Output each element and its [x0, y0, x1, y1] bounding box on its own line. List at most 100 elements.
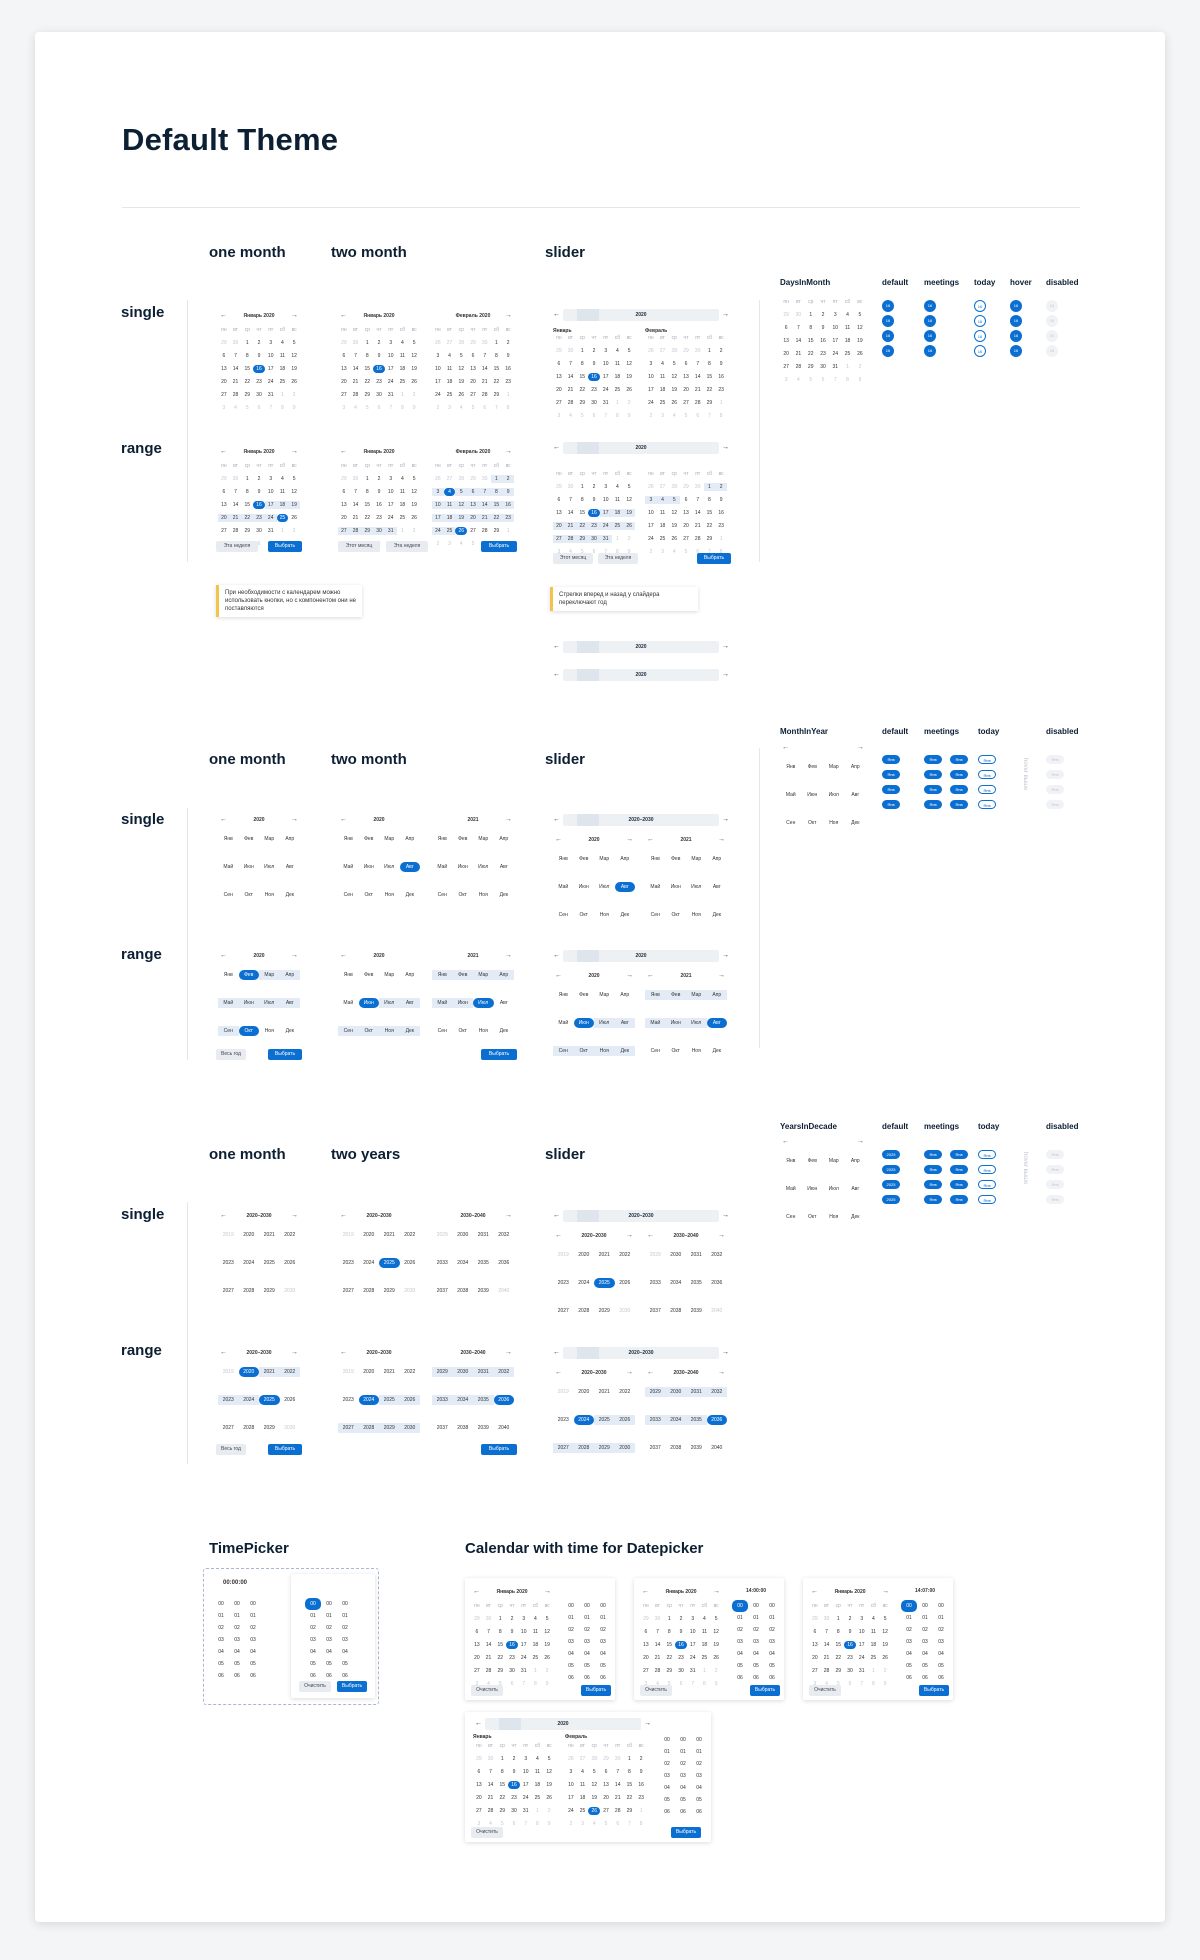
month-cell[interactable]: 2022 [404, 1369, 416, 1375]
day-cell[interactable]: 16 [505, 366, 511, 372]
month-cell[interactable]: Окт [244, 892, 253, 898]
time-cell[interactable]: 00 [696, 1737, 702, 1743]
day-cell[interactable]: 27 [579, 1756, 586, 1762]
year-slider[interactable]: ← → 2020 [553, 669, 729, 681]
day-cell[interactable]: 28 [232, 392, 239, 398]
day-cell[interactable]: 7 [696, 361, 700, 367]
day-cell[interactable]: 1 [580, 484, 584, 490]
day-cell[interactable]: 6 [821, 377, 825, 383]
day-cell[interactable]: 21 [694, 387, 701, 393]
day-cell[interactable]: 30 [567, 348, 574, 354]
day-cell[interactable]: 4 [489, 1821, 492, 1827]
day-cell[interactable]: 2 [821, 312, 825, 318]
day-cell[interactable]: 17 [264, 501, 277, 509]
month-cell[interactable]: 2024 [573, 1415, 594, 1425]
day-cell[interactable]: 1 [401, 528, 404, 534]
day-cell[interactable]: 3 [661, 549, 664, 555]
day-cell[interactable]: 28 [481, 392, 488, 398]
time-cell[interactable]: 06 [310, 1673, 316, 1679]
day-cell[interactable]: 20 [783, 351, 789, 357]
time-cell[interactable]: 01 [696, 1749, 702, 1755]
month-cell[interactable]: Авг [614, 1018, 635, 1028]
month-cell[interactable]: Авг [851, 792, 860, 798]
day-cell[interactable]: 2 [292, 392, 296, 398]
day-cell[interactable]: 3 [477, 1821, 481, 1827]
month-cell[interactable]: 2028 [358, 1423, 379, 1433]
month-cell[interactable]: Июн [363, 864, 374, 870]
arrow-left-icon[interactable]: ← [220, 448, 227, 455]
day-cell[interactable]: 29 [341, 476, 347, 482]
month-cell[interactable]: Сен [786, 820, 796, 826]
day-cell[interactable]: 25 [443, 527, 456, 535]
time-cell[interactable]: 01 [680, 1749, 686, 1755]
day-cell[interactable]: 24 [387, 379, 394, 385]
month-cell[interactable]: Окт [573, 1046, 594, 1056]
day-cell[interactable]: 8 [281, 405, 284, 411]
day-cell[interactable]: 3 [432, 488, 444, 496]
day-cell[interactable]: 7 [483, 353, 487, 359]
month-cell[interactable]: Фев [458, 836, 468, 842]
time-cell[interactable]: 03 [906, 1639, 912, 1645]
day-cell[interactable]: 9 [506, 353, 510, 359]
day-cell[interactable]: 21 [485, 1655, 492, 1661]
day-cell[interactable]: 17 [599, 509, 612, 517]
day-cell[interactable]: 14 [485, 1642, 492, 1648]
day-cell[interactable]: 14 [232, 502, 239, 508]
day-cell[interactable]: 31 [267, 392, 274, 398]
time-cell[interactable]: 03 [922, 1639, 928, 1645]
time-cell[interactable]: 00 [664, 1737, 670, 1743]
day-cell[interactable]: 3 [389, 476, 393, 482]
month-cell[interactable]: Дек [499, 892, 508, 898]
arrow-right-icon[interactable]: → [626, 1232, 633, 1239]
day-cell[interactable]: 29 [643, 1616, 649, 1622]
day-cell[interactable]: 27 [556, 400, 562, 406]
day-cell[interactable]: 13 [221, 366, 227, 372]
day-cell[interactable]: 8 [245, 353, 249, 359]
day-cell[interactable]: 11 [443, 501, 456, 509]
day-cell[interactable]: 2 [719, 348, 723, 354]
arrow-right-icon[interactable]: → [722, 1212, 729, 1219]
day-cell[interactable]: 30 [481, 476, 488, 482]
month-cell[interactable]: Окт [238, 1026, 259, 1036]
month-cell[interactable]: Апр [405, 972, 415, 978]
day-cell[interactable]: 17 [858, 1642, 865, 1648]
day-cell[interactable]: 6 [222, 353, 226, 359]
day-cell[interactable]: 20 [221, 379, 227, 385]
day-cell[interactable]: 12 [291, 489, 297, 495]
day-cell[interactable]: 7 [269, 405, 273, 411]
day-cell[interactable]: 23 [678, 1655, 684, 1661]
day-cell[interactable]: 22 [706, 523, 713, 529]
month-cell[interactable]: 2024 [243, 1260, 255, 1266]
day-cell[interactable]: 7 [389, 405, 393, 411]
month-cell[interactable]: 2039 [690, 1445, 702, 1451]
day-cell[interactable]: 31 [384, 527, 397, 535]
day-cell[interactable]: 29 [683, 348, 689, 354]
time-cell[interactable]: 05 [310, 1661, 316, 1667]
day-cell[interactable]: 20 [553, 522, 565, 530]
day-cell[interactable]: 22 [493, 379, 500, 385]
month-cell[interactable]: 2021 [383, 1232, 395, 1238]
month-cell[interactable]: Май [218, 998, 239, 1008]
day-cell[interactable]: 2 [883, 1668, 887, 1674]
month-cell[interactable]: Янв [223, 836, 233, 842]
select-button-5[interactable]: Выбрать [481, 1049, 517, 1060]
month-cell[interactable]: 2021 [263, 1232, 275, 1238]
month-cell[interactable]: 2026 [284, 1260, 296, 1266]
day-cell[interactable]: 9 [512, 1769, 516, 1775]
month-cell[interactable]: 2027 [338, 1423, 359, 1433]
day-cell[interactable]: 26 [713, 1655, 719, 1661]
day-cell[interactable]: 1 [616, 400, 619, 406]
time-cell[interactable]: 04 [769, 1651, 775, 1657]
day-cell[interactable]: 7 [825, 1629, 828, 1635]
day-cell[interactable]: 1 [281, 528, 284, 534]
day-cell[interactable]: 10 [435, 366, 441, 372]
month-cell[interactable]: 2027 [557, 1308, 569, 1314]
arrow-right-icon[interactable]: → [718, 972, 725, 979]
day-cell[interactable]: 7 [524, 1821, 528, 1827]
day-cell[interactable]: 5 [245, 405, 249, 411]
day-cell[interactable]: 28 [481, 528, 488, 534]
month-cell[interactable]: Фев [364, 972, 374, 978]
year-slider[interactable]: ← → 2020 [553, 309, 729, 321]
day-cell[interactable]: 30 [509, 1668, 515, 1674]
time-cell[interactable]: 05 [922, 1663, 928, 1669]
